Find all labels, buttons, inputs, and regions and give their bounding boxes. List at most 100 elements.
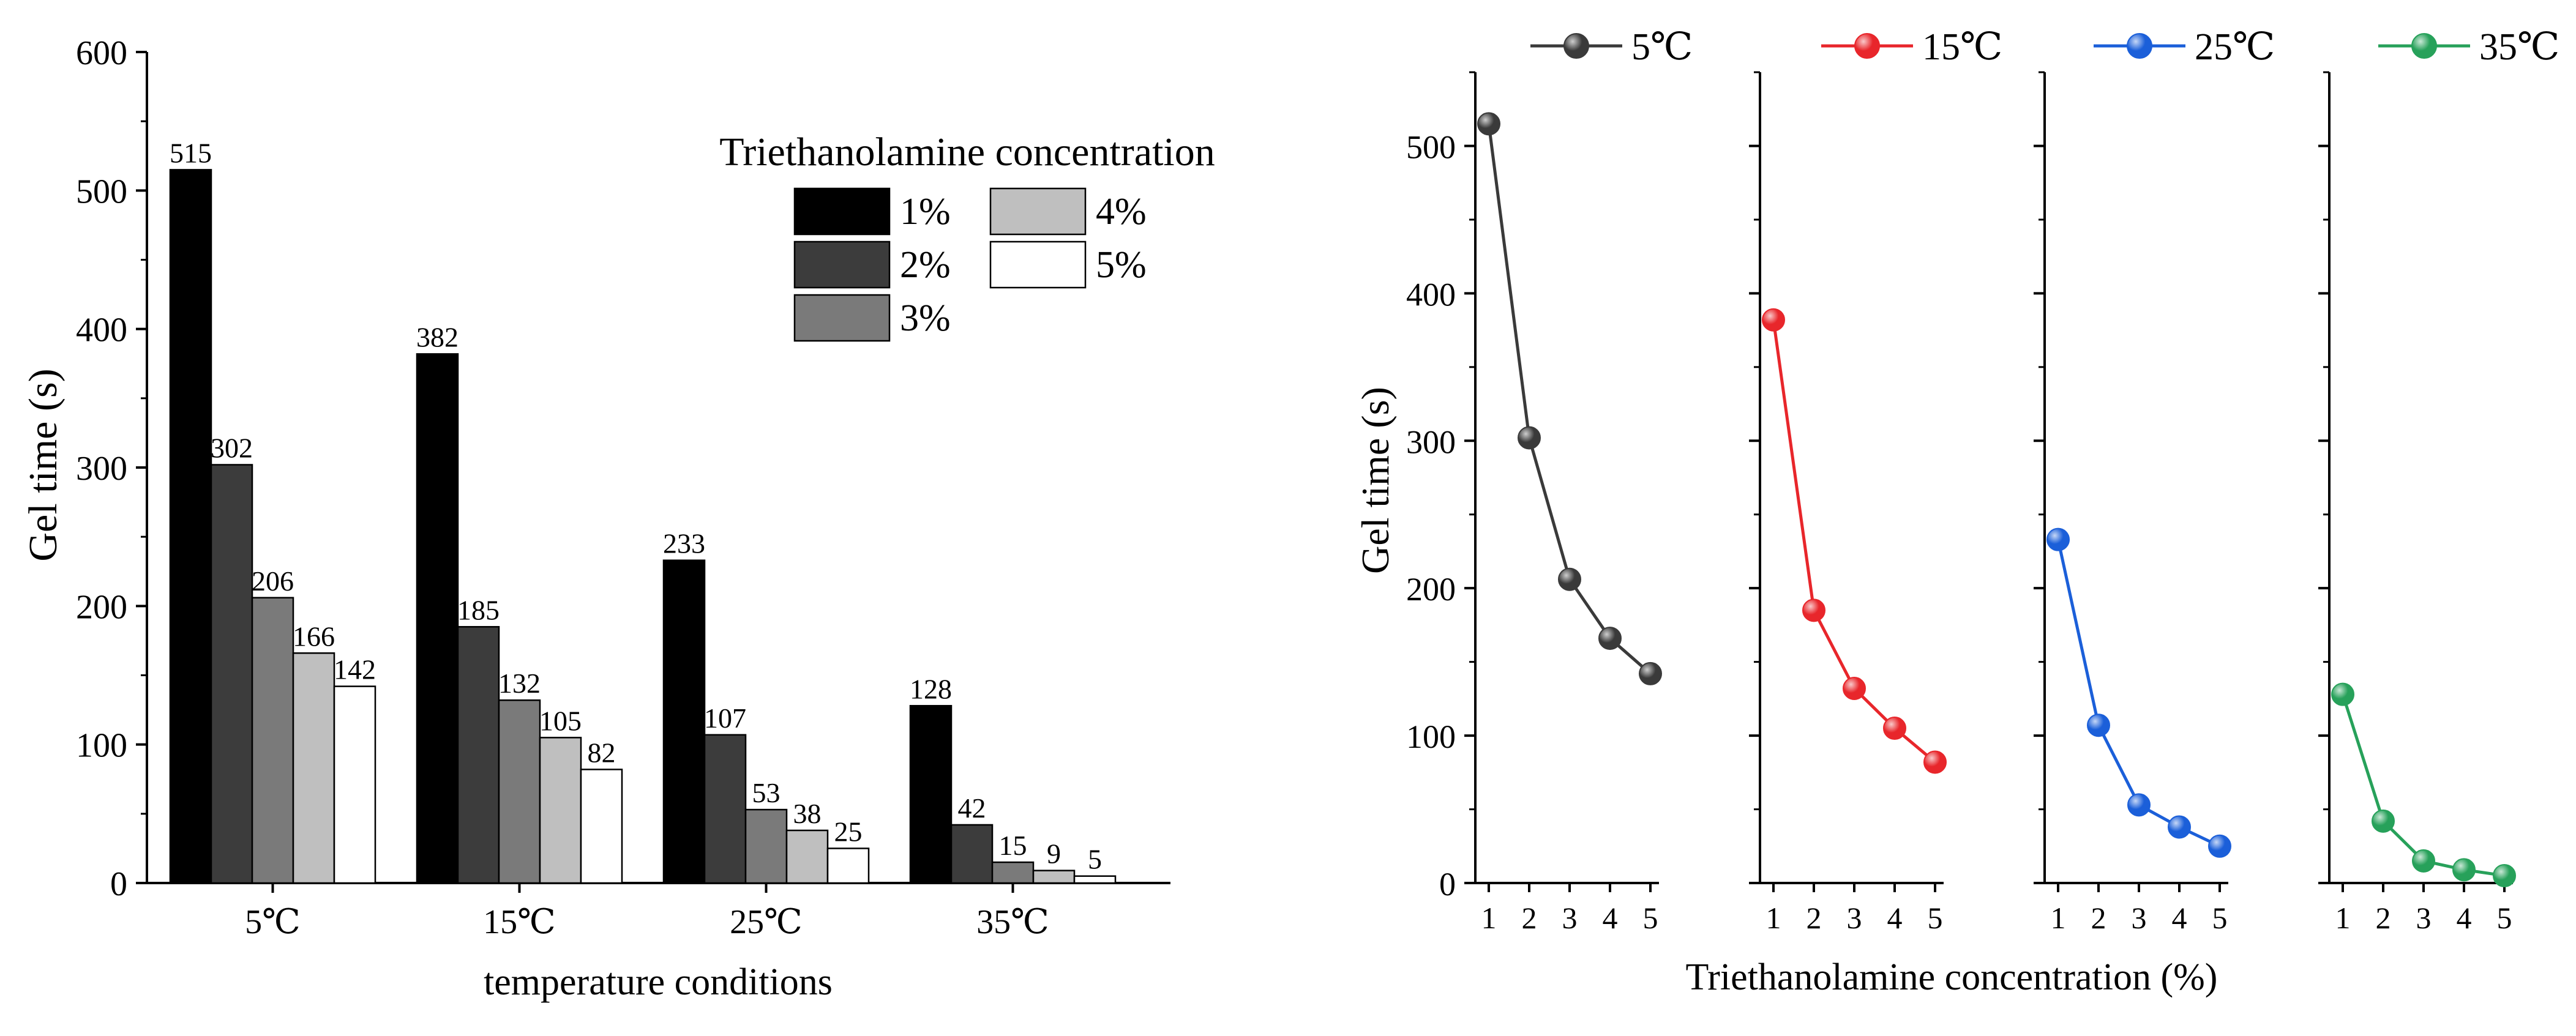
data-point bbox=[1762, 308, 1785, 332]
bar-value-label: 38 bbox=[793, 798, 822, 829]
line-x-tick-label: 5 bbox=[1928, 901, 1943, 935]
bar bbox=[292, 652, 335, 884]
data-point bbox=[1802, 598, 1825, 622]
line-legend-label: 15℃ bbox=[1922, 26, 2002, 68]
bar-value-label: 302 bbox=[211, 432, 253, 463]
line-y-tick-label: 100 bbox=[1406, 718, 1456, 755]
bar bbox=[580, 769, 623, 884]
line-x-tick-label: 2 bbox=[1807, 901, 1822, 935]
bar-chart-x-axis-label: temperature conditions bbox=[484, 961, 833, 1003]
bar bbox=[950, 824, 994, 884]
line-chart-x-axis-label: Triethanolamine concentration (%) bbox=[1686, 956, 2218, 998]
bar bbox=[169, 169, 212, 884]
bar bbox=[498, 699, 541, 884]
bar-value-label: 15 bbox=[999, 830, 1027, 861]
bar-legend-swatch bbox=[793, 294, 891, 342]
data-point bbox=[2168, 815, 2191, 839]
line-y-tick-label: 400 bbox=[1406, 276, 1456, 313]
bar bbox=[416, 353, 459, 884]
bar bbox=[909, 705, 953, 884]
line-legend-marker bbox=[2127, 33, 2152, 59]
line-x-tick-label: 3 bbox=[1562, 901, 1578, 935]
bar-value-label: 382 bbox=[416, 321, 459, 352]
line-legend-marker bbox=[2411, 33, 2437, 59]
data-point bbox=[1639, 661, 1662, 685]
bar-chart-bars: 5153022061661423821851321058223310753382… bbox=[169, 137, 1117, 884]
bar bbox=[210, 464, 253, 884]
data-point bbox=[1883, 717, 1906, 740]
bar-value-label: 515 bbox=[170, 137, 212, 168]
line-panel: 0 100 200 300 400 500 1 2 3 4 5 bbox=[1406, 71, 1662, 935]
line-legend-label: 5℃ bbox=[1631, 26, 1693, 68]
bar-value-label: 166 bbox=[293, 620, 335, 652]
bar bbox=[662, 559, 706, 884]
bar bbox=[991, 861, 1035, 884]
data-point bbox=[2372, 809, 2395, 833]
bar-legend-swatch bbox=[793, 240, 891, 289]
bar-x-tick-label: 15℃ bbox=[483, 903, 556, 941]
line-x-tick-label: 1 bbox=[1481, 901, 1497, 935]
data-point bbox=[1558, 567, 1581, 591]
bar bbox=[785, 829, 829, 884]
line-y-tick-label: 200 bbox=[1406, 571, 1456, 608]
bar-legend-label: 3% bbox=[900, 297, 951, 339]
bar-legend-label: 1% bbox=[900, 191, 951, 233]
line-x-tick-label: 2 bbox=[1522, 901, 1537, 935]
line-x-tick-label: 4 bbox=[1603, 901, 1618, 935]
bar bbox=[703, 734, 747, 884]
data-point bbox=[2331, 682, 2354, 706]
line-x-tick-label: 4 bbox=[1887, 901, 1903, 935]
bar-value-label: 107 bbox=[704, 702, 746, 734]
bar bbox=[333, 685, 376, 884]
data-point bbox=[2493, 863, 2516, 887]
line-legend-label: 35℃ bbox=[2479, 26, 2559, 68]
line-chart-legend: 5℃ 15℃ 25℃ 35℃ bbox=[1530, 26, 2559, 68]
bar-y-tick-label: 400 bbox=[76, 311, 127, 349]
data-point bbox=[1923, 750, 1947, 774]
bar-value-label: 82 bbox=[588, 737, 616, 768]
data-point bbox=[2046, 527, 2070, 551]
bar-value-label: 42 bbox=[958, 792, 986, 824]
line-x-tick-label: 5 bbox=[1643, 901, 1658, 935]
bar-value-label: 185 bbox=[457, 594, 500, 625]
bar-y-tick-label: 100 bbox=[76, 727, 127, 765]
bar-legend-title: Triethanolamine concentration bbox=[719, 130, 1215, 174]
bar-x-tick-label: 25℃ bbox=[730, 903, 803, 941]
bar-value-label: 53 bbox=[752, 777, 781, 808]
bar-value-label: 142 bbox=[334, 654, 376, 685]
series-line bbox=[1487, 123, 1652, 675]
bar bbox=[539, 737, 582, 884]
bar-legend-label: 5% bbox=[1096, 244, 1147, 286]
line-legend-marker bbox=[1854, 33, 1880, 59]
data-point bbox=[2452, 858, 2476, 882]
bar-value-label: 25 bbox=[834, 816, 863, 847]
bar-value-label: 128 bbox=[910, 673, 952, 704]
bar-chart-legend: Triethanolamine concentration 1% 2% 3% 4% 5% bbox=[719, 130, 1215, 342]
data-point bbox=[1477, 112, 1500, 136]
data-point bbox=[2087, 714, 2110, 737]
bar-y-tick-label: 0 bbox=[110, 865, 127, 903]
line-x-tick-label: 1 bbox=[1766, 901, 1781, 935]
bar-value-label: 105 bbox=[539, 705, 582, 736]
line-x-tick-label: 5 bbox=[2497, 901, 2512, 935]
line-x-tick-label: 4 bbox=[2457, 901, 2472, 935]
bar-legend-label: 4% bbox=[1096, 191, 1147, 233]
line-x-tick-label: 1 bbox=[2335, 901, 2351, 935]
line-x-tick-label: 3 bbox=[2416, 901, 2432, 935]
bar-value-label: 132 bbox=[498, 668, 541, 699]
line-x-tick-label: 2 bbox=[2376, 901, 2391, 935]
bar-legend-swatch bbox=[989, 187, 1087, 236]
line-y-tick-label: 0 bbox=[1439, 866, 1456, 903]
bar-value-label: 206 bbox=[252, 565, 294, 597]
line-legend-label: 25℃ bbox=[2195, 26, 2275, 68]
data-point bbox=[1598, 627, 1622, 650]
bar bbox=[1032, 870, 1076, 884]
bar-value-label: 5 bbox=[1088, 844, 1102, 875]
